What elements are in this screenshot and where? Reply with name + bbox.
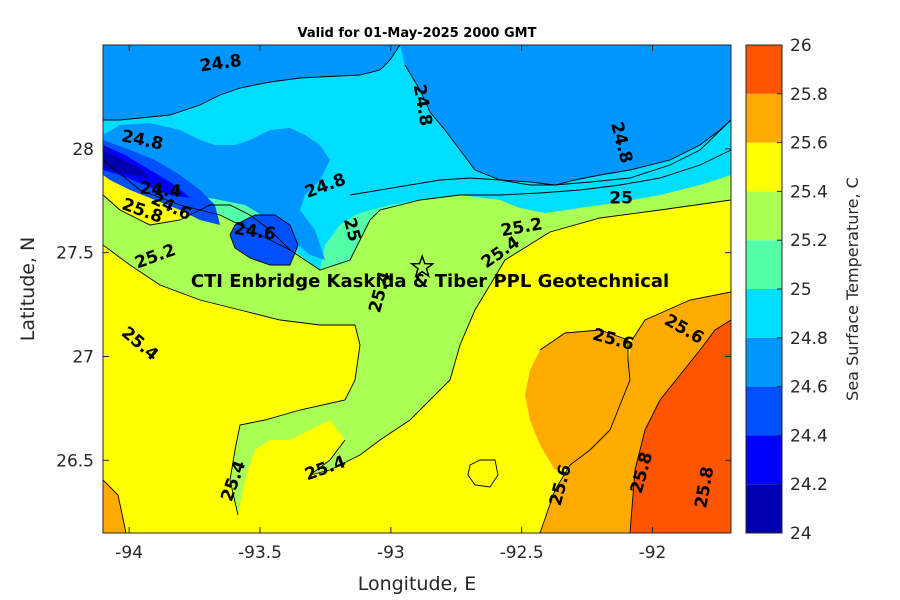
contour-25-8-line [629,319,731,533]
colorbar-segment [746,45,782,94]
band-25-8-south-east [630,320,731,533]
band-24-4-pocket [230,215,298,265]
star-icon [409,253,435,278]
colorbar-tick-label: 24 [790,524,812,544]
colorbar-tick-label: 25.2 [790,231,828,251]
band-24-6-north-west [103,45,400,120]
x-tick-label: -92 [639,543,667,563]
contour-24-8-line-east [404,64,731,186]
contour-25-6-line-southwest [103,479,127,533]
colorbar [746,45,782,533]
y-tick-label: 28 [72,140,94,160]
band-24-2-west [103,145,190,198]
colorbar-segment [746,337,782,387]
site-label: CTI Enbridge Kaskida & Tiber PPL Geotech… [191,271,669,292]
colorbar-tick-label: 24.4 [790,426,828,446]
chart-title: Valid for 01-May-2025 2000 GMT [298,26,537,41]
contour-lines [103,45,731,533]
contour-25-4-island-line [467,459,499,488]
colorbar-tick-label: 25 [790,280,812,300]
contour-25-2-line [103,149,731,271]
x-axis: -94 -93.5 -93 -92.5 -92 [115,45,666,563]
colorbar-tick-label: 25.8 [790,85,828,105]
colorbar-ticks: 24 24.2 24.4 24.6 24.8 25 25.2 25.4 25.6 25.8 26 [777,36,828,544]
x-tick-label: -93 [377,543,405,563]
contour-25-6-line [539,329,631,533]
colorbar-segment [746,142,782,192]
contour-24-6-line [229,214,299,266]
colorbar-segment [746,386,782,436]
band-25-6-south-west [103,480,126,533]
contour-24-8-line-north [103,45,401,121]
contour-plot-area [103,45,731,533]
y-axis: 26.5 27 27.5 28 [56,140,731,471]
colorbar-tick-label: 24.8 [790,329,828,349]
x-tick-label: -93.5 [238,543,282,563]
colorbar-segment [746,191,782,241]
colorbar-segment [746,289,782,338]
band-24-west [103,150,150,178]
contour-25-4-line [103,244,361,516]
x-tick-label: -94 [115,543,143,563]
colorbar-segment [746,93,782,143]
contour-25-6-line-east [631,291,731,341]
colorbar-tick-label: 25.6 [790,134,828,154]
colorbar-segment [746,240,782,289]
x-tick-label: -92.5 [500,543,544,563]
contour-25-4-line-east [309,199,731,476]
plot-frame [102,44,732,534]
x-axis-label: Longitude, E [358,573,477,595]
colorbar-segment [746,435,782,485]
band-25-6-east [525,330,630,470]
band-24-6-ridge [103,123,330,260]
colorbar-tick-label: 26 [790,36,812,56]
colorbar-label: Sea Surface Temperature, C [843,177,862,401]
band-24-6-north-east [400,45,731,185]
contour-label: 24.4 [139,179,183,203]
contour-label: 25 [609,189,633,209]
band-25-4-island [468,460,498,487]
colorbar-segment [746,484,782,533]
y-tick-label: 26.5 [56,451,94,471]
y-axis-label: Latitude, N [17,237,39,342]
y-tick-label: 27.5 [56,244,94,264]
y-tick-label: 27 [72,347,94,367]
contour-25-line [103,119,731,251]
colorbar-tick-label: 25.4 [790,182,828,202]
colorbar-tick-label: 24.6 [790,378,828,398]
site-marker: CTI Enbridge Kaskida & Tiber PPL Geotech… [191,253,669,292]
colorbar-tick-label: 24.2 [790,475,828,495]
